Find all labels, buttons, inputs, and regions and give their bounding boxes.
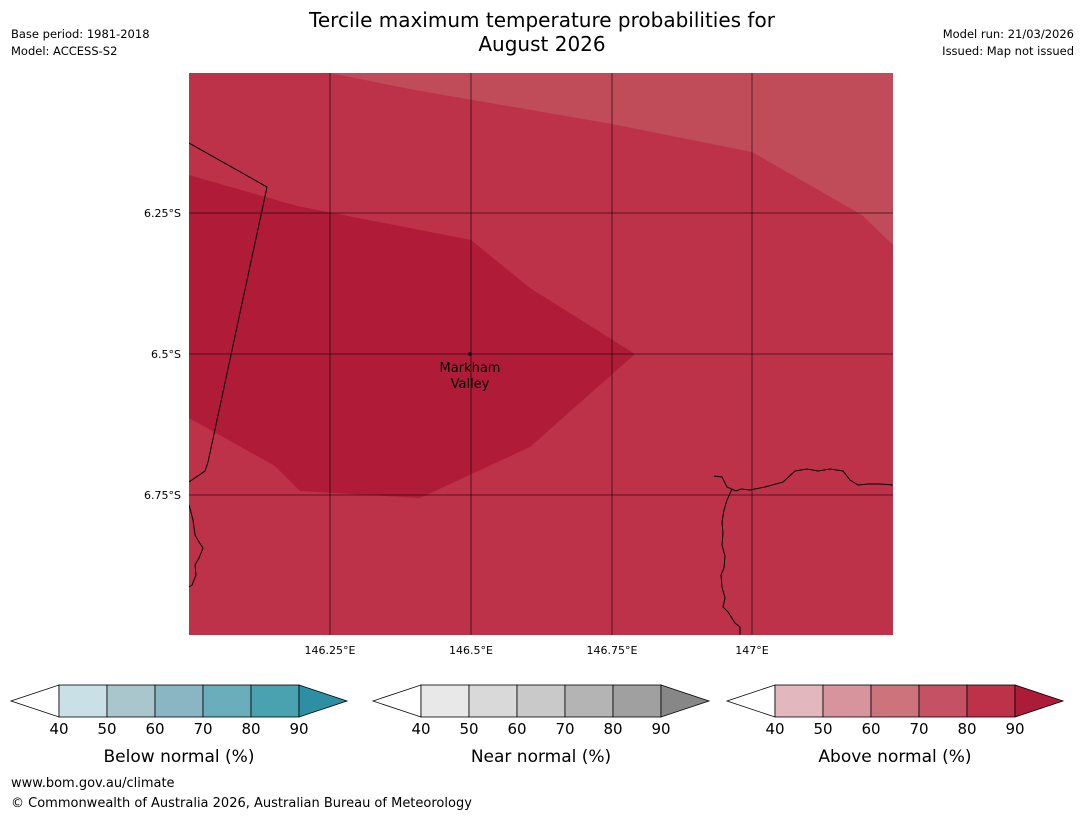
legend-near-normal-extend-low: [371, 684, 422, 718]
legend-above-normal-label: Above normal (%): [818, 747, 971, 767]
lat-axis-labels: 6.25°S 6.5°S 6.75°S: [144, 207, 181, 502]
legend-near-normal-swatch: [516, 684, 566, 718]
legend-above-normal-tick: 60: [861, 720, 880, 738]
legend-above-normal-swatch: [774, 684, 824, 718]
legend-below-normal-tick: 80: [241, 720, 260, 738]
legend-below-normal-swatch: [154, 684, 204, 718]
legend-above-normal-swatch: [870, 684, 920, 718]
lon-label-146-75: 146.75°E: [587, 644, 638, 657]
meta-right: Model run: 21/03/2026 Issued: Map not is…: [942, 26, 1074, 60]
legend-near-normal-tick: 40: [411, 720, 430, 738]
lat-label-6-25: 6.25°S: [144, 207, 181, 220]
legend-area: 40 50 60 70 80 90 Below normal (%) 40 50 60 70 80 9…: [9, 684, 1065, 767]
region-above-70-80: [189, 175, 635, 498]
legend-above-normal-extend-high: [1014, 684, 1065, 718]
legend-below-normal-tick: 50: [97, 720, 116, 738]
legend-above-normal-tick: 90: [1005, 720, 1024, 738]
base-period-text: Base period: 1981-2018: [11, 27, 150, 41]
legend-below-normal-tick: 90: [289, 720, 308, 738]
legend-near-normal-tick: 60: [507, 720, 526, 738]
legend-near-normal-tick: 80: [603, 720, 622, 738]
lon-label-147: 147°E: [735, 644, 768, 657]
legend-below-normal-tick: 60: [145, 720, 164, 738]
legend-below-normal-swatch: [58, 684, 108, 718]
footer-url: www.bom.gov.au/climate: [11, 776, 175, 791]
legend-above-normal-tick: 70: [909, 720, 928, 738]
footer-copyright: © Commonwealth of Australia 2026, Austra…: [11, 796, 472, 811]
coastline-huon-peninsula: [720, 488, 741, 635]
legend-below-normal-label: Below normal (%): [104, 747, 255, 767]
lon-label-146-25: 146.25°E: [305, 644, 356, 657]
legend-above-normal-tick: 50: [813, 720, 832, 738]
legend-above-normal-tick: 80: [957, 720, 976, 738]
legend-below-normal-extend-low: [9, 684, 60, 718]
place-dot: [468, 352, 472, 356]
legend-above-normal-extend-low: [725, 684, 776, 718]
legend-above-normal-swatch: [918, 684, 968, 718]
legend-below-normal-extend-high: [298, 684, 349, 718]
legend-above-normal-tick: 40: [765, 720, 784, 738]
coastline-huon-gulf: [713, 468, 893, 492]
lat-label-6-5: 6.5°S: [151, 348, 181, 361]
legend-near-normal: 40 50 60 70 80 90 Near normal (%): [371, 684, 711, 767]
place-marker-markham-valley: Markham Valley: [440, 352, 501, 392]
map-title: Tercile maximum temperature probabilitie…: [242, 8, 842, 56]
lon-axis-labels: 146.25°E 146.5°E 146.75°E 147°E: [305, 644, 769, 657]
legend-above-normal-swatch: [966, 684, 1016, 718]
legend-near-normal-extend-high: [660, 684, 711, 718]
place-label-line2: Valley: [451, 377, 490, 392]
issued-text: Issued: Map not issued: [942, 44, 1074, 58]
lon-label-146-5: 146.5°E: [449, 644, 493, 657]
legend-near-normal-swatch: [468, 684, 518, 718]
province-boundary-line: [189, 142, 268, 483]
legend-near-normal-label: Near normal (%): [471, 747, 611, 767]
model-text: Model: ACCESS-S2: [11, 44, 118, 58]
meta-left: Base period: 1981-2018 Model: ACCESS-S2: [11, 26, 150, 60]
place-label-line1: Markham: [440, 361, 501, 376]
legend-near-normal-tick: 50: [459, 720, 478, 738]
legend-near-normal-swatch: [420, 684, 470, 718]
legend-above-normal: 40 50 60 70 80 90 Above normal (%): [725, 684, 1065, 767]
legend-below-normal: 40 50 60 70 80 90 Below normal (%): [9, 684, 349, 767]
lat-label-6-75: 6.75°S: [144, 489, 181, 502]
legend-near-normal-tick: 90: [651, 720, 670, 738]
legend-near-normal-tick: 70: [555, 720, 574, 738]
legend-below-normal-tick: 40: [49, 720, 68, 738]
map-title-line2: August 2026: [478, 32, 606, 56]
legend-near-normal-swatch: [564, 684, 614, 718]
coastline-west: [189, 504, 204, 588]
coastlines: [189, 142, 893, 635]
map-title-line1: Tercile maximum temperature probabilitie…: [309, 8, 775, 32]
legend-below-normal-swatch: [202, 684, 252, 718]
legend-near-normal-swatch: [612, 684, 662, 718]
model-run-text: Model run: 21/03/2026: [942, 27, 1074, 41]
legend-below-normal-swatch: [106, 684, 156, 718]
graticule: [189, 73, 893, 635]
probability-map: 6.25°S 6.5°S 6.75°S 146.25°E 146.5°E 146…: [144, 73, 893, 657]
legend-above-normal-swatch: [822, 684, 872, 718]
legend-below-normal-tick: 70: [193, 720, 212, 738]
legend-below-normal-swatch: [250, 684, 300, 718]
